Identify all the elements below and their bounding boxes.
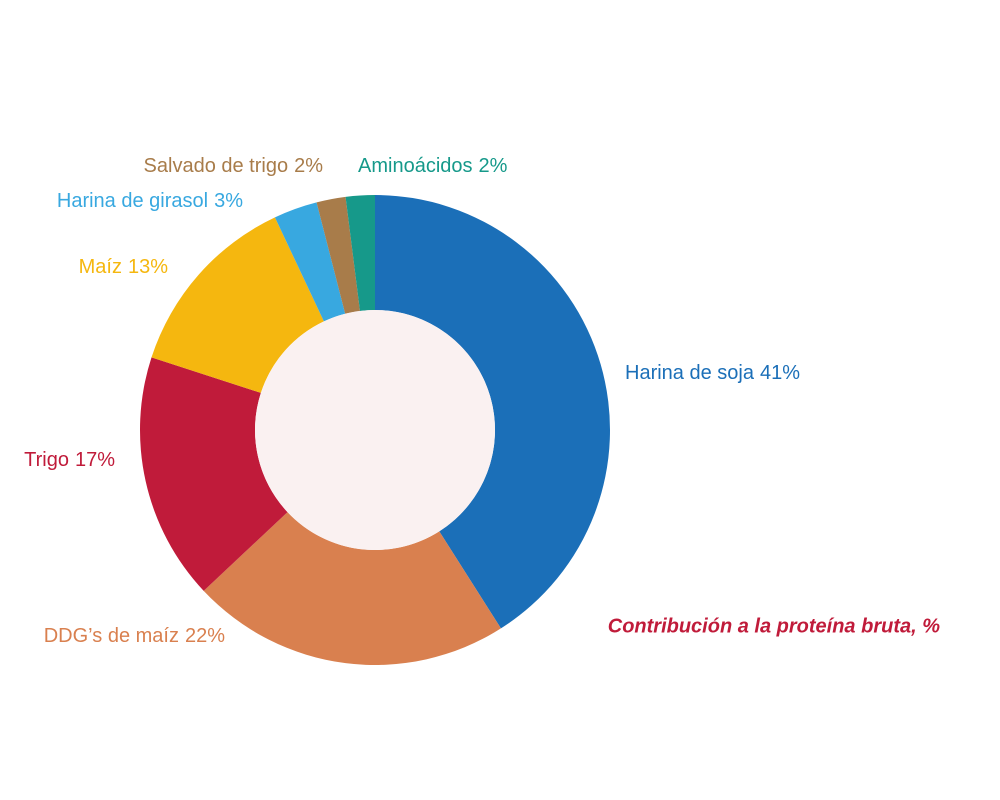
- slice-value: 3%: [214, 190, 243, 212]
- chart-title: Contribución a la proteína bruta, %: [608, 615, 940, 637]
- donut-slice: [203, 512, 501, 665]
- donut-slice: [274, 202, 346, 322]
- donut-hole: [255, 310, 495, 550]
- slice-category: Trigo: [24, 449, 69, 471]
- slice-category: Harina de soja: [625, 362, 755, 384]
- donut-slice: [345, 195, 375, 311]
- slice-label: Maíz 13%: [79, 256, 169, 278]
- slice-label: DDG’s de maíz 22%: [44, 625, 225, 647]
- slice-category: Harina de girasol: [57, 190, 208, 212]
- slice-category: DDG’s de maíz: [44, 625, 179, 647]
- slice-category: Salvado de trigo: [144, 155, 289, 177]
- slice-label: Trigo 17%: [24, 449, 115, 471]
- donut-slice: [316, 196, 360, 314]
- slice-label: Aminoácidos 2%: [358, 155, 508, 177]
- slice-label: Harina de soja 41%: [625, 362, 800, 384]
- slice-label: Salvado de trigo 2%: [144, 155, 324, 177]
- slice-value: 17%: [75, 449, 115, 471]
- slice-category: Maíz: [79, 256, 122, 278]
- slice-value: 41%: [760, 362, 800, 384]
- slice-value: 2%: [479, 155, 508, 177]
- slice-value: 13%: [128, 256, 168, 278]
- slice-category: Aminoácidos: [358, 155, 473, 177]
- slice-value: 22%: [185, 625, 225, 647]
- slice-label: Harina de girasol 3%: [57, 190, 243, 212]
- donut-slice: [375, 195, 610, 629]
- donut-slice: [151, 217, 324, 393]
- donut-slice: [139, 357, 288, 591]
- slice-value: 2%: [294, 155, 323, 177]
